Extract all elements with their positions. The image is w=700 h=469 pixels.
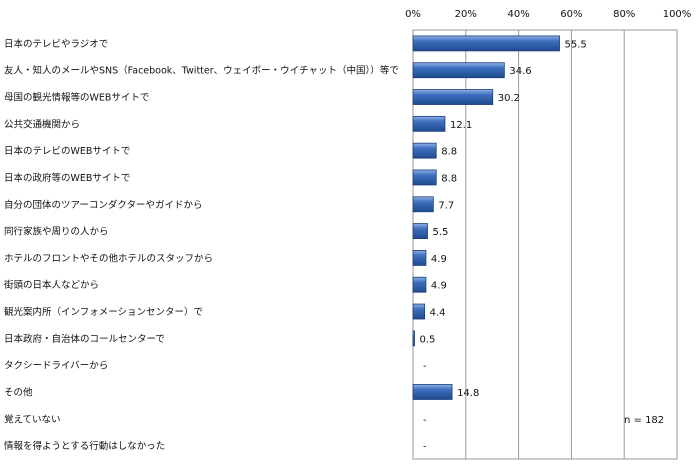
category-label: 公共交通機関から <box>4 118 80 130</box>
value-label: - <box>423 361 427 372</box>
category-labels: 日本のテレビやラジオで友人・知人のメールやSNS（Facebook、Twitte… <box>4 38 399 452</box>
category-label: 母国の観光情報等のWEBサイトで <box>4 92 149 104</box>
category-label: ホテルのフロントやその他ホテルのスタッフから <box>4 252 213 264</box>
x-tick-label: 0% <box>405 9 421 20</box>
value-label: 8.8 <box>441 147 457 158</box>
category-label: 日本政府・自治体のコールセンターで <box>4 333 165 345</box>
value-label: 8.8 <box>441 173 457 184</box>
bar <box>412 250 427 266</box>
gridlines <box>412 29 678 460</box>
value-label: 14.8 <box>457 388 479 399</box>
category-label: 日本のテレビやラジオで <box>4 38 108 50</box>
category-label: 友人・知人のメールやSNS（Facebook、Twitter、ウェイボー・ウイチ… <box>4 65 399 77</box>
value-label: - <box>423 415 427 426</box>
value-label: 7.7 <box>438 200 454 211</box>
category-label: その他 <box>4 386 33 398</box>
x-tick-label: 60% <box>560 9 582 20</box>
x-tick-label: 20% <box>455 9 477 20</box>
value-label: 0.5 <box>420 334 436 345</box>
x-tick-label: 80% <box>613 9 635 20</box>
bar <box>412 303 426 320</box>
value-label: 4.4 <box>430 308 446 319</box>
category-label: 自分の団体のツアーコンダクターやガイドから <box>4 199 203 211</box>
category-label: 観光案内所（インフォメーションセンター）で <box>4 306 203 318</box>
x-axis-ticks: 0% 20% 40% 60% 80% 100% <box>405 9 691 20</box>
value-label: 30.2 <box>498 93 520 104</box>
bar <box>412 62 505 79</box>
category-label: 情報を得ようとする行動はしなかった <box>4 440 165 452</box>
category-label: 覚えていない <box>4 413 61 425</box>
category-label: 同行家族や周りの人から <box>4 226 109 238</box>
value-label: - <box>423 442 427 453</box>
value-label: 55.5 <box>565 39 587 50</box>
value-label: 34.6 <box>509 66 531 77</box>
value-label: 4.9 <box>431 281 447 292</box>
value-label: 5.5 <box>433 227 449 238</box>
bar <box>412 89 494 105</box>
bar <box>412 330 415 347</box>
bar <box>412 384 453 400</box>
value-label: 12.1 <box>450 120 472 131</box>
category-label: 街頭の日本人などから <box>4 279 99 291</box>
category-label: 日本のテレビのWEBサイトで <box>4 145 130 157</box>
bar <box>412 276 427 293</box>
value-label: 4.9 <box>431 254 447 265</box>
bar <box>412 142 437 159</box>
x-tick-label: 100% <box>663 9 692 20</box>
category-label: 日本の政府等のWEBサイトで <box>4 172 130 184</box>
bar <box>412 169 437 186</box>
bars <box>412 35 560 400</box>
bar <box>412 115 446 132</box>
category-label: タクシードライバーから <box>4 361 108 372</box>
value-labels: 55.5 34.6 30.2 12.1 8.8 8.8 7.7 5.5 4.9 4.9 4.4 0.5… <box>420 39 587 452</box>
bar <box>412 223 428 239</box>
bar <box>412 35 560 52</box>
plot-frame <box>412 29 678 460</box>
sample-size-note: n = 182 <box>624 415 664 426</box>
bar <box>412 196 434 213</box>
x-tick-label: 40% <box>507 9 529 20</box>
